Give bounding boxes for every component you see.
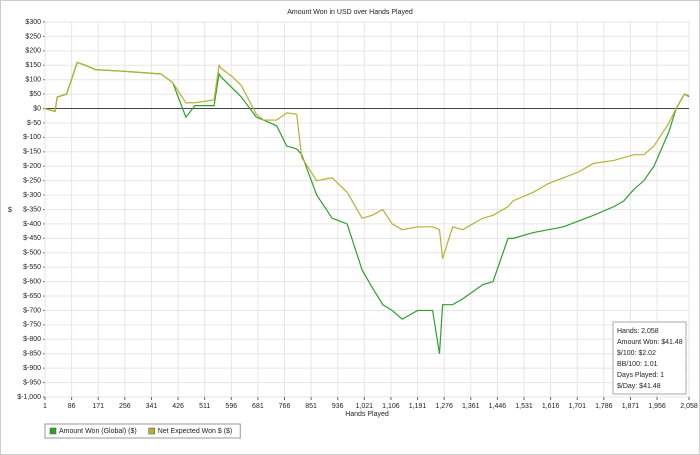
y-tick-label: $-100 [23,134,41,141]
y-tick-label: $-650 [23,293,41,300]
legend-swatch [148,427,155,435]
y-tick-label: $-1,000 [17,394,41,401]
y-tick-label: $-600 [23,278,41,285]
y-tick-label: $-200 [23,163,41,170]
chart-title: Amount Won in USD over Hands Played [287,9,413,16]
x-tick-label: 1,446 [489,403,507,410]
x-tick-label: 86 [68,403,76,410]
y-tick-label: $-350 [23,206,41,213]
x-tick-label: 1,191 [409,403,427,410]
y-tick-label: $-150 [23,149,41,156]
x-tick-label: 341 [146,403,158,410]
y-tick-label: $-50 [27,120,41,127]
stats-text: Days Played: 1 [617,372,664,379]
x-tick-label: 1,871 [622,403,640,410]
stats-text: BB/100: 1.01 [617,361,658,368]
y-tick-label: $-950 [23,379,41,386]
y-tick-label: $100 [25,77,41,84]
legend-label: Net Expected Won $ ($) [158,428,233,435]
y-tick-label: $-700 [23,307,41,314]
x-tick-label: 766 [279,403,291,410]
y-tick-label: $-400 [23,221,41,228]
x-tick-label: 1 [43,403,47,410]
x-tick-label: 1,786 [595,403,613,410]
stats-text: Hands: 2,058 [617,328,659,335]
stats-box [612,321,687,395]
y-tick-label: $200 [25,48,41,55]
legend-label: Amount Won (Global) ($) [59,428,137,435]
x-tick-label: 1,956 [648,403,666,410]
x-tick-label: 1,701 [568,403,586,410]
x-axis-label: Hands Played [345,411,389,418]
y-tick-label: $0 [33,105,41,112]
y-tick-label: $50 [29,91,41,98]
y-tick-label: $-500 [23,250,41,257]
x-tick-label: 851 [305,403,317,410]
x-tick-label: 936 [332,403,344,410]
x-tick-label: 1,616 [542,403,560,410]
x-tick-label: 1,361 [462,403,480,410]
y-tick-label: $-800 [23,336,41,343]
y-tick-label: $-900 [23,365,41,372]
y-tick-label: $-850 [23,351,41,358]
x-tick-label: 511 [199,403,210,410]
y-tick-label: $250 [25,33,41,40]
legend-box [44,423,241,439]
y-tick-label: $-450 [23,235,41,242]
stats-text: Amount Won: $41.48 [617,339,683,346]
x-tick-label: 681 [252,403,264,410]
x-tick-label: 426 [172,403,184,410]
x-tick-label: 256 [119,403,131,410]
x-tick-label: 171 [92,403,104,410]
y-tick-label: $-550 [23,264,41,271]
legend-swatch [49,427,57,435]
y-tick-label: $-250 [23,177,41,184]
y-tick-label: $150 [25,62,41,69]
x-tick-label: 1,531 [515,403,533,410]
x-tick-label: 1,276 [435,403,453,410]
y-tick-label: $300 [25,19,41,26]
legend: Amount Won (Global) ($) Net Expected Won … [44,423,241,439]
x-tick-label: 1,021 [356,403,374,410]
x-tick-label: 1,106 [382,403,400,410]
x-tick-label: 2,058 [680,403,698,410]
series-line [44,61,690,259]
y-tick-label: $-300 [23,192,41,199]
y-axis-label: $ [8,207,12,214]
stats-text: $/100: $2.02 [617,350,656,357]
x-tick-label: 596 [225,403,237,410]
stats-text: $/Day: $41.48 [617,383,661,390]
y-tick-label: $-750 [23,322,41,329]
